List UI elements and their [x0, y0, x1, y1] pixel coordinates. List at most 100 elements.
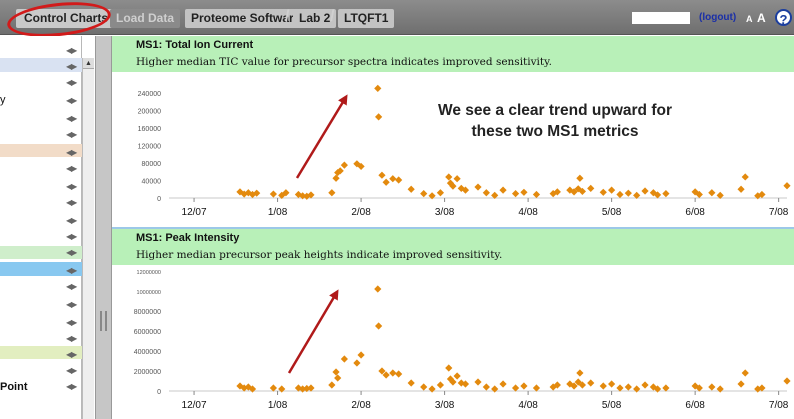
data-point[interactable] [570, 382, 578, 390]
data-point[interactable] [395, 370, 403, 378]
data-point[interactable] [587, 379, 595, 387]
data-point[interactable] [378, 367, 386, 375]
scroll-up-arrow-icon[interactable]: ▲ [83, 58, 94, 69]
data-point[interactable] [491, 191, 499, 199]
sidebar-row-arrows-icon[interactable]: ◀▶ [66, 46, 77, 55]
data-point[interactable] [608, 380, 616, 388]
data-point[interactable] [511, 384, 520, 392]
data-point[interactable] [737, 380, 745, 388]
data-point[interactable] [649, 189, 657, 197]
data-point[interactable] [389, 369, 397, 377]
data-point[interactable] [737, 185, 745, 193]
data-point[interactable] [299, 385, 307, 393]
data-point[interactable] [436, 189, 445, 197]
data-point[interactable] [461, 380, 470, 388]
data-point[interactable] [624, 383, 632, 391]
data-point[interactable] [587, 184, 595, 192]
data-point[interactable] [641, 187, 649, 195]
data-point[interactable] [420, 383, 428, 391]
data-point[interactable] [716, 385, 724, 393]
data-point[interactable] [375, 322, 383, 330]
data-point[interactable] [374, 84, 382, 92]
data-point[interactable] [389, 175, 397, 183]
data-point[interactable] [716, 191, 724, 199]
splitter-grip-icon[interactable] [100, 311, 107, 331]
data-point[interactable] [332, 174, 340, 182]
data-point[interactable] [549, 190, 557, 198]
data-point[interactable] [248, 385, 257, 393]
sidebar-row-arrows-icon[interactable]: ◀▶ [66, 266, 77, 275]
data-point[interactable] [599, 188, 607, 196]
pane-splitter[interactable] [95, 36, 112, 419]
data-point[interactable] [482, 189, 490, 197]
data-point[interactable] [334, 374, 342, 382]
data-point[interactable] [474, 378, 482, 386]
data-point[interactable] [269, 384, 277, 392]
sidebar-scrollbar[interactable]: ▲ [82, 58, 94, 419]
data-point[interactable] [576, 369, 584, 377]
data-point[interactable] [576, 174, 584, 182]
sidebar-row-arrows-icon[interactable]: ◀▶ [66, 248, 77, 257]
sidebar-selected-row[interactable] [0, 262, 82, 276]
sidebar-row-arrows-icon[interactable]: ◀▶ [66, 300, 77, 309]
sidebar-row-arrows-icon[interactable]: ◀▶ [66, 78, 77, 87]
data-point[interactable] [708, 383, 716, 391]
sidebar-row-arrows-icon[interactable]: ◀▶ [66, 114, 77, 123]
sidebar-row-arrows-icon[interactable]: ◀▶ [66, 334, 77, 343]
data-point[interactable] [578, 187, 586, 196]
data-point[interactable] [353, 359, 361, 367]
font-increase-button[interactable]: A [757, 11, 766, 25]
data-point[interactable] [374, 285, 382, 293]
data-point[interactable] [641, 381, 649, 389]
data-point[interactable] [708, 189, 716, 197]
data-point[interactable] [340, 161, 348, 169]
data-point[interactable] [248, 190, 257, 199]
data-point[interactable] [307, 384, 315, 392]
data-point[interactable] [382, 371, 390, 379]
data-point[interactable] [570, 188, 578, 196]
data-point[interactable] [633, 191, 641, 199]
data-point[interactable] [445, 173, 453, 181]
data-point[interactable] [491, 385, 499, 393]
data-point[interactable] [511, 190, 520, 198]
data-point[interactable] [240, 384, 248, 392]
breadcrumb-ltqft1[interactable]: LTQFT1 [338, 9, 395, 28]
data-point[interactable] [574, 378, 582, 386]
sidebar-row-arrows-icon[interactable]: ◀▶ [66, 148, 77, 157]
sidebar-row-arrows-icon[interactable]: ◀▶ [66, 366, 77, 375]
data-point[interactable] [633, 385, 641, 393]
data-point[interactable] [382, 178, 390, 186]
data-point[interactable] [499, 380, 507, 388]
data-point[interactable] [449, 182, 457, 190]
data-point[interactable] [420, 190, 428, 198]
data-point[interactable] [499, 186, 507, 194]
sidebar-row-arrows-icon[interactable]: ◀▶ [66, 318, 77, 327]
data-point[interactable] [662, 384, 670, 392]
data-point[interactable] [378, 171, 386, 179]
data-point[interactable] [453, 372, 461, 380]
data-point[interactable] [624, 189, 632, 197]
sidebar-row-arrows-icon[interactable]: ◀▶ [66, 130, 77, 139]
data-point[interactable] [599, 382, 607, 390]
help-icon[interactable]: ? [775, 9, 792, 27]
sidebar-row-arrows-icon[interactable]: ◀▶ [66, 198, 77, 207]
data-point[interactable] [461, 186, 470, 194]
data-point[interactable] [578, 381, 586, 389]
data-point[interactable] [532, 384, 541, 392]
data-point[interactable] [783, 377, 791, 385]
data-point[interactable] [278, 385, 286, 393]
data-point[interactable] [741, 369, 749, 377]
load-data-tab[interactable]: Load Data [110, 9, 181, 28]
data-point[interactable] [407, 379, 415, 387]
data-point[interactable] [328, 189, 336, 197]
sidebar-row-arrows-icon[interactable]: ◀▶ [66, 96, 77, 105]
data-point[interactable] [449, 378, 457, 386]
data-point[interactable] [445, 364, 453, 372]
data-point[interactable] [549, 383, 557, 391]
data-point[interactable] [783, 182, 791, 190]
data-point[interactable] [520, 188, 528, 196]
data-point[interactable] [662, 190, 670, 198]
sidebar-row-arrows-icon[interactable]: ◀▶ [66, 62, 77, 71]
data-point[interactable] [446, 375, 455, 383]
data-point[interactable] [474, 183, 482, 191]
